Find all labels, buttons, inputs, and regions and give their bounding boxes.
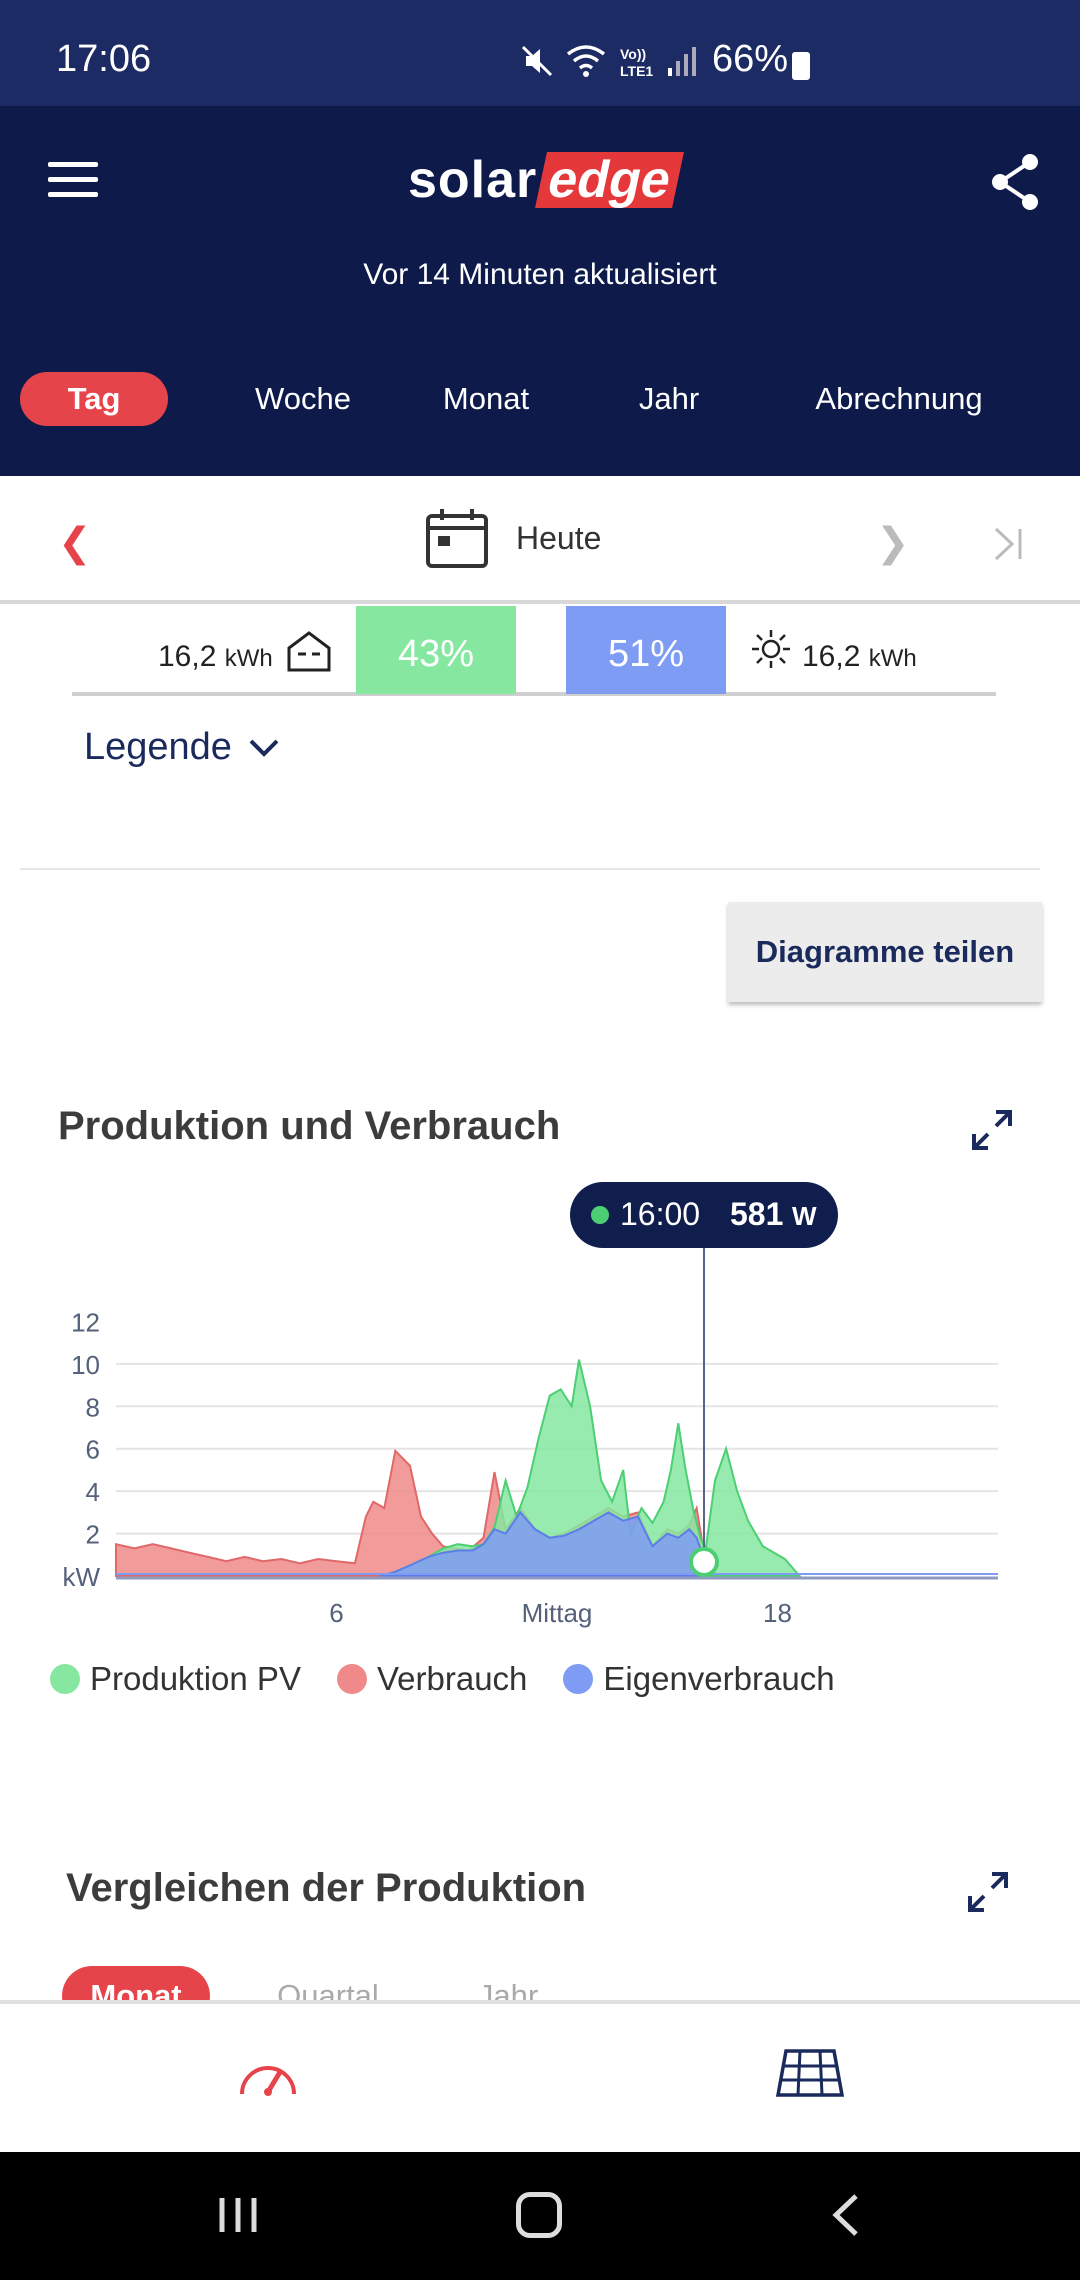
back-icon[interactable] [826, 2192, 866, 2238]
bottom-navigation [0, 2000, 1080, 2152]
signal-icon [668, 47, 696, 76]
solaredge-logo: solar edge [408, 150, 685, 210]
period-tabs: Tag Woche Monat Jahr Abrechnung [20, 372, 1080, 430]
chart-legend: Produktion PV Verbrauch Eigenverbrauch [50, 1660, 871, 1698]
legend-dot-produktion [50, 1664, 80, 1694]
tooltip-unit: W [792, 1201, 817, 1231]
legend-label-produktion: Produktion PV [90, 1660, 301, 1697]
area-eigenverbrauch [380, 1510, 707, 1577]
y-tick-label: 12 [71, 1307, 100, 1337]
hamburger-menu-icon[interactable] [48, 162, 98, 198]
section-divider [20, 868, 1040, 870]
legend-item-verbrauch[interactable]: Verbrauch [336, 1660, 528, 1698]
compare-tab-monat[interactable]: Monat [62, 1966, 210, 2002]
tab-monat[interactable]: Monat [442, 381, 530, 416]
battery-icon [792, 52, 810, 80]
mute-icon [521, 45, 553, 77]
jump-to-last-icon[interactable] [990, 526, 1024, 562]
sun-icon [752, 630, 790, 668]
energy-summary: 16,2 kWh 43% 51% 16,2 kWh [72, 606, 996, 696]
house-icon [287, 631, 331, 672]
system-navigation-bar [0, 2152, 1080, 2280]
y-axis-unit: kW [62, 1562, 100, 1592]
date-navigation: ❮ Heute ❯ [0, 476, 1080, 604]
cursor-point [689, 1547, 719, 1577]
volte-icon: Vo))LTE1 [620, 46, 653, 79]
tooltip-box [570, 1182, 838, 1248]
dashboard-gauge-icon[interactable] [236, 2048, 300, 2100]
tab-tag[interactable]: Tag [20, 372, 168, 426]
compare-tab-jahr[interactable]: Jahr [477, 1978, 539, 2002]
production-unit: kWh [868, 645, 917, 672]
svg-text:LTE1: LTE1 [620, 63, 653, 79]
tab-abrechnung[interactable]: Abrechnung [815, 381, 983, 416]
previous-day-chevron-icon[interactable]: ❮ [58, 521, 92, 565]
logo-edge-text: edge [535, 151, 685, 209]
tooltip-dot [591, 1206, 609, 1224]
compare-tabs: Monat Quartal Jahr [62, 1966, 962, 2002]
status-bar: 17:06 Vo)) LTE1 66% [0, 0, 1080, 106]
svg-text:Vo)): Vo)) [620, 46, 646, 62]
share-charts-button[interactable]: Diagramme teilen [728, 902, 1042, 1002]
recent-apps-icon[interactable] [216, 2194, 260, 2236]
app-header: solar edge Vor 14 Minuten aktualisiert T… [0, 106, 1080, 476]
production-consumption-chart[interactable]: 12 10 8 6 4 2 kW 6 Mittag 18 16:00 581 W [0, 1170, 1080, 1630]
home-icon[interactable] [516, 2192, 562, 2238]
chart-title: Produktion und Verbrauch [58, 1104, 561, 1148]
x-tick-label: Mittag [522, 1598, 593, 1628]
last-updated-text: Vor 14 Minuten aktualisiert [363, 258, 717, 291]
compare-expand-icon[interactable] [966, 1870, 1010, 1914]
self-consumption-percent: 43% [356, 606, 516, 694]
y-tick-label: 10 [71, 1350, 100, 1380]
legend-dot-verbrauch [336, 1664, 367, 1694]
wifi-icon [566, 45, 606, 77]
logo-solar-text: solar [408, 151, 538, 209]
legend-toggle-label: Legende [84, 726, 232, 768]
y-tick-label: 8 [86, 1392, 100, 1422]
tooltip-time: 16:00 [620, 1196, 700, 1232]
area-produktion-pv [380, 1359, 802, 1577]
compare-tab-quartal[interactable]: Quartal [277, 1978, 379, 2002]
consumption-unit: kWh [224, 645, 273, 672]
tab-jahr[interactable]: Jahr [638, 381, 700, 416]
legend-label-eigenverbrauch: Eigenverbrauch [603, 1660, 835, 1697]
y-tick-label: 6 [86, 1435, 100, 1465]
legend-dot-eigenverbrauch [563, 1664, 594, 1694]
production-total: 16,2 kWh [802, 640, 917, 674]
y-tick-label: 2 [86, 1520, 100, 1550]
production-value: 16,2 [802, 640, 861, 673]
chevron-down-icon [249, 739, 279, 757]
expand-icon[interactable] [970, 1108, 1014, 1152]
x-tick-label: 18 [763, 1598, 792, 1628]
solar-panel-icon[interactable] [776, 2048, 844, 2098]
consumption-total: 16,2 kWh [158, 640, 273, 674]
legend-item-produktion[interactable]: Produktion PV [50, 1660, 301, 1698]
self-sufficiency-percent: 51% [566, 606, 726, 694]
next-day-chevron-icon[interactable]: ❯ [876, 521, 910, 565]
legend-toggle[interactable]: Legende [84, 726, 280, 769]
calendar-icon[interactable] [424, 506, 490, 570]
current-date-label[interactable]: Heute [516, 520, 602, 556]
tab-woche[interactable]: Woche [255, 381, 351, 416]
share-icon[interactable] [988, 152, 1042, 212]
y-tick-label: 4 [86, 1477, 100, 1507]
legend-label-verbrauch: Verbrauch [376, 1660, 528, 1697]
battery-percent: 66% [712, 38, 789, 80]
tooltip-value: 581 [730, 1196, 783, 1232]
status-time: 17:06 [56, 38, 152, 80]
consumption-value: 16,2 [158, 640, 217, 673]
compare-title: Vergleichen der Produktion [66, 1866, 587, 1910]
x-tick-label: 6 [329, 1598, 343, 1628]
legend-item-eigenverbrauch[interactable]: Eigenverbrauch [563, 1660, 835, 1698]
